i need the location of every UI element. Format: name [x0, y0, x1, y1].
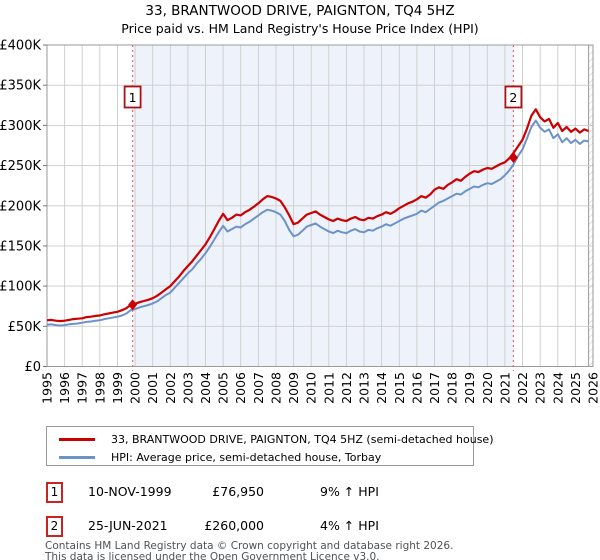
sale-1-price: £76,950 [212, 484, 264, 499]
x-tick-label: 2021 [497, 372, 512, 404]
x-tick-label: 2009 [286, 372, 301, 404]
x-tick-label: 2017 [427, 372, 442, 404]
x-tick-label: 2023 [533, 372, 548, 404]
y-tick-label: £200K [0, 199, 41, 214]
sale-annotation-row-1: 1 10-NOV-1999 £76,950 9% ↑ HPI [46, 482, 566, 503]
y-tick-label: £0 [24, 360, 41, 375]
legend: 33, BRANTWOOD DRIVE, PAIGNTON, TQ4 5HZ (… [46, 426, 493, 466]
x-tick-label: 2024 [550, 372, 565, 404]
y-tick-label: £50K [8, 320, 42, 335]
x-tick-label: 2014 [374, 372, 389, 404]
x-tick-label: 2018 [445, 372, 460, 404]
x-tick-label: 2012 [339, 372, 354, 404]
sale-2-badge: 2 [46, 516, 63, 537]
sale-2-hpi-delta: 4% ↑ HPI [320, 518, 379, 533]
sale-marker-diamond [128, 299, 138, 311]
sale-2-date: 25-JUN-2021 [88, 518, 168, 533]
x-tick-label: 2013 [357, 372, 372, 404]
price-paid-line-swatch [59, 437, 95, 441]
sale-number-box [123, 85, 142, 109]
sale-1-badge: 1 [46, 482, 63, 503]
x-tick-label: 1998 [92, 372, 107, 404]
hpi-line-swatch [59, 455, 95, 459]
x-tick-label: 2001 [145, 372, 160, 404]
price-history-chart: £0 £50K £100K £150K £200K £250K £300K £350K £400… [0, 39, 600, 404]
legend-row-price-paid: 33, BRANTWOOD DRIVE, PAIGNTON, TQ4 5HZ (… [47, 430, 493, 448]
sale-marker-diamond [508, 152, 518, 163]
x-tick-label: 1995 [40, 372, 55, 404]
sale-1-date: 10-NOV-1999 [88, 484, 172, 499]
x-tick-label: 2004 [198, 372, 213, 404]
x-tick-label: 2019 [462, 372, 477, 404]
page-title: 33, BRANTWOOD DRIVE, PAIGNTON, TQ4 5HZ [145, 3, 455, 19]
x-tick-label: 2005 [216, 372, 231, 404]
y-tick-label: £150K [0, 239, 41, 254]
y-tick-label: £350K [0, 79, 41, 94]
x-tick-label: 2002 [163, 372, 178, 404]
x-tick-label: 2016 [409, 372, 424, 404]
sale-annotation-row-2: 2 25-JUN-2021 £260,000 4% ↑ HPI [46, 516, 566, 537]
x-tick-label: 2006 [233, 372, 248, 404]
x-tick-label: 2003 [180, 372, 195, 404]
x-tick-label: 2008 [269, 372, 284, 404]
legend-label-price-paid: 33, BRANTWOOD DRIVE, PAIGNTON, TQ4 5HZ (… [111, 432, 494, 446]
y-tick-label: £250K [0, 159, 41, 174]
legend-row-hpi: HPI: Average price, semi-detached house,… [47, 448, 473, 466]
x-tick-label: 2000 [128, 372, 143, 404]
page-subtitle: Price paid vs. HM Land Registry's House … [121, 21, 479, 36]
sale-number-box-label: 2 [509, 90, 517, 105]
x-tick-label: 2015 [392, 372, 407, 404]
x-tick-label: 2020 [480, 372, 495, 404]
y-tick-label: £100K [0, 280, 41, 295]
x-tick-label: 1996 [57, 372, 72, 404]
x-tick-label: 2022 [515, 372, 530, 404]
sale-2-price: £260,000 [204, 518, 264, 533]
x-tick-label: 1997 [75, 372, 90, 404]
x-tick-label: 2011 [321, 372, 336, 404]
x-tick-label: 1999 [110, 372, 125, 404]
sale-number-box-label: 1 [129, 90, 137, 105]
copyright-footer: Contains HM Land Registry data © Crown c… [45, 541, 453, 560]
legend-label-hpi: HPI: Average price, semi-detached house,… [111, 450, 382, 464]
price-paid-line [46, 108, 589, 323]
x-tick-label: 2026 [586, 372, 600, 404]
sale-number-box [504, 85, 523, 109]
footer-line-2: This data is licensed under the Open Gov… [45, 551, 380, 560]
y-tick-label: £300K [0, 119, 41, 134]
x-tick-label: 2007 [251, 372, 266, 404]
x-tick-label: 2025 [568, 372, 583, 404]
sale-1-hpi-delta: 9% ↑ HPI [320, 484, 379, 499]
y-tick-label: £400K [0, 39, 41, 54]
hpi-line [46, 119, 589, 327]
x-tick-label: 2010 [304, 372, 319, 404]
footer-line-1: Contains HM Land Registry data © Crown c… [45, 540, 454, 552]
